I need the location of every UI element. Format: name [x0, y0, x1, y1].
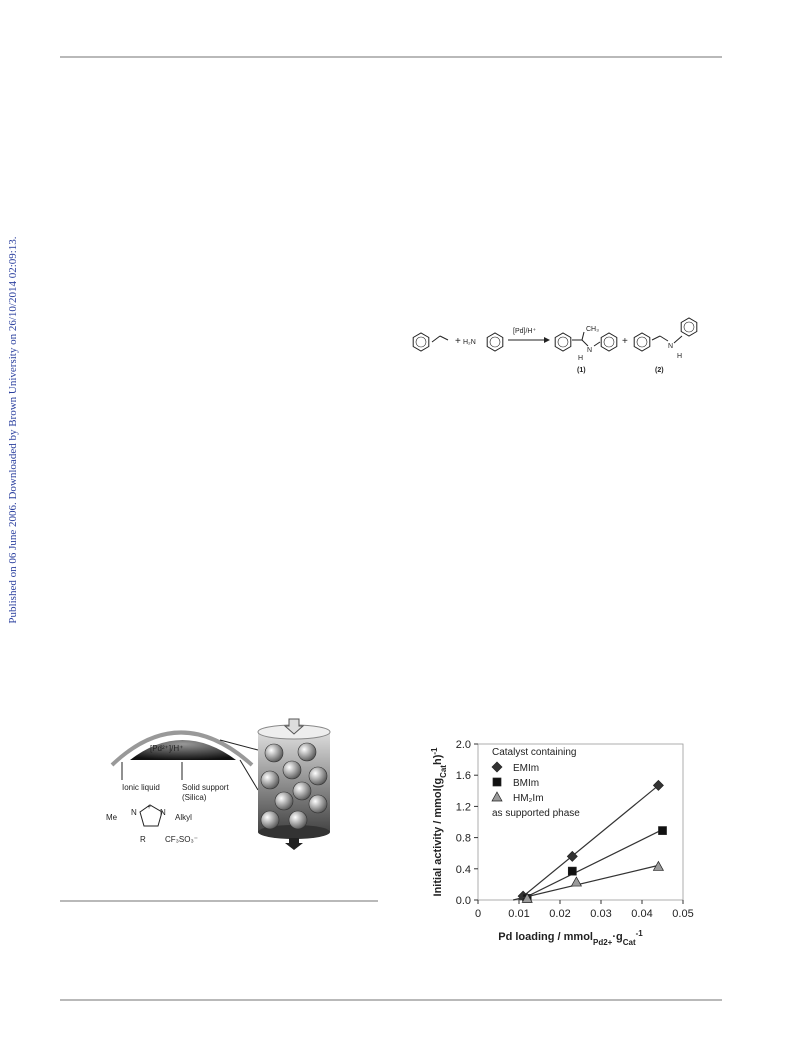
legend-marker [491, 761, 503, 773]
ring-bond [489, 336, 501, 348]
y-tick-label: 1.2 [456, 801, 471, 813]
marker [652, 860, 664, 871]
methyl: CH₃ [586, 326, 599, 333]
silica-particle [308, 766, 328, 786]
marker [567, 866, 577, 876]
ring-bond [683, 321, 695, 333]
silica-particle [308, 794, 328, 814]
y-tick-label: 2.0 [456, 739, 471, 751]
anion: CF₃SO₃⁻ [165, 835, 198, 844]
reaction-scheme: + H₂N [Pd]/H⁺ CH₃ N H (1) + N H (2) [412, 317, 698, 374]
ring-bond [636, 336, 648, 348]
benzene-ring [554, 332, 572, 352]
silica-particle [288, 810, 308, 830]
ring-bond [603, 336, 615, 348]
legend-title: Catalyst containing [492, 747, 577, 758]
trend-line [519, 829, 663, 901]
n: N [587, 347, 592, 354]
trend-line [512, 864, 659, 901]
plus: + [622, 336, 628, 347]
label-part: h) [432, 754, 444, 765]
h: H [677, 353, 682, 360]
ring-bond [557, 336, 569, 348]
label: (2) [655, 367, 664, 374]
benzene-ring [633, 332, 651, 352]
x-axis-label: Pd loading / mmolPd2+·gCat-1 [498, 929, 643, 947]
n: N [668, 343, 673, 350]
silica-particle [282, 760, 302, 780]
label-part: Cat [439, 765, 448, 778]
n: N [160, 808, 166, 817]
x-tick-label: 0.04 [631, 908, 652, 920]
y-tick-label: 1.6 [456, 770, 471, 782]
benzene-ring [412, 332, 430, 352]
charge: + [147, 804, 151, 811]
x-tick-label: 0.03 [590, 908, 611, 920]
label: (1) [577, 367, 586, 374]
trend-line [518, 784, 659, 901]
y-axis-label: Initial activity / mmol(gCath)-1 [430, 747, 448, 897]
label-part: Pd loading / mmol [498, 931, 593, 943]
chart: 0.0 0.4 0.8 1.2 1.6 2.0 0 0.01 0.02 0.03 0.04 0.05 P… [430, 739, 694, 947]
silica-particle [260, 770, 280, 790]
amine: H₂N [463, 339, 476, 346]
ring-bond [415, 336, 427, 348]
label-part: Initial activity / mmol(g [432, 778, 444, 897]
plot-frame [477, 743, 684, 901]
plus: + [455, 336, 461, 347]
y-tick-label: 0.8 [456, 833, 471, 845]
catalyst: [Pd]/H⁺ [513, 328, 536, 335]
silica-particle [264, 743, 284, 763]
label-part: -1 [636, 929, 644, 938]
legend-label: BMIm [513, 778, 539, 789]
marker [652, 779, 664, 791]
x-tick-label: 0.05 [672, 908, 693, 920]
alkyl: Alkyl [175, 813, 192, 822]
silica-particle [274, 791, 294, 811]
label-part: -1 [430, 747, 439, 755]
y-tick-label: 0.0 [456, 895, 471, 907]
marker [521, 892, 533, 903]
marker [570, 876, 582, 887]
marker [566, 850, 578, 862]
n: N [131, 808, 137, 817]
catalyst: [Pd²⁺]/H⁺ [150, 744, 183, 753]
legend-label: EMIm [513, 763, 539, 774]
benzene-ring [600, 332, 618, 352]
y-tick-label: 0.4 [456, 864, 471, 876]
benzene-ring [486, 332, 504, 352]
benzene-ring [680, 317, 698, 337]
silica-particle [260, 810, 280, 830]
legend-label: HM₂Im [513, 793, 544, 804]
x-tick-label: 0 [475, 908, 481, 920]
support: (Silica) [182, 793, 207, 802]
x-tick-label: 0.02 [549, 908, 570, 920]
sidebar-notice: Published on 06 June 2006. Downloaded by… [7, 236, 19, 623]
ionic-liquid: Ionic liquid [122, 783, 160, 792]
label-part: Cat [623, 938, 636, 947]
silica-particle [297, 742, 317, 762]
legend-marker [491, 791, 503, 802]
legend-note: as supported phase [492, 808, 580, 819]
label-part: ·g [612, 931, 622, 943]
silica-particle [292, 781, 312, 801]
h: H [578, 355, 583, 362]
legend-marker [492, 777, 502, 787]
r: R [140, 835, 146, 844]
x-tick-label: 0.01 [508, 908, 529, 920]
supported-catalyst-diagram: [Pd²⁺]/H⁺ Ionic liquid Solid support (Si… [106, 718, 331, 850]
marker [658, 826, 667, 835]
label-part: Pd2+ [593, 938, 613, 947]
methyl: Me [106, 813, 118, 822]
support: Solid support [182, 783, 229, 792]
